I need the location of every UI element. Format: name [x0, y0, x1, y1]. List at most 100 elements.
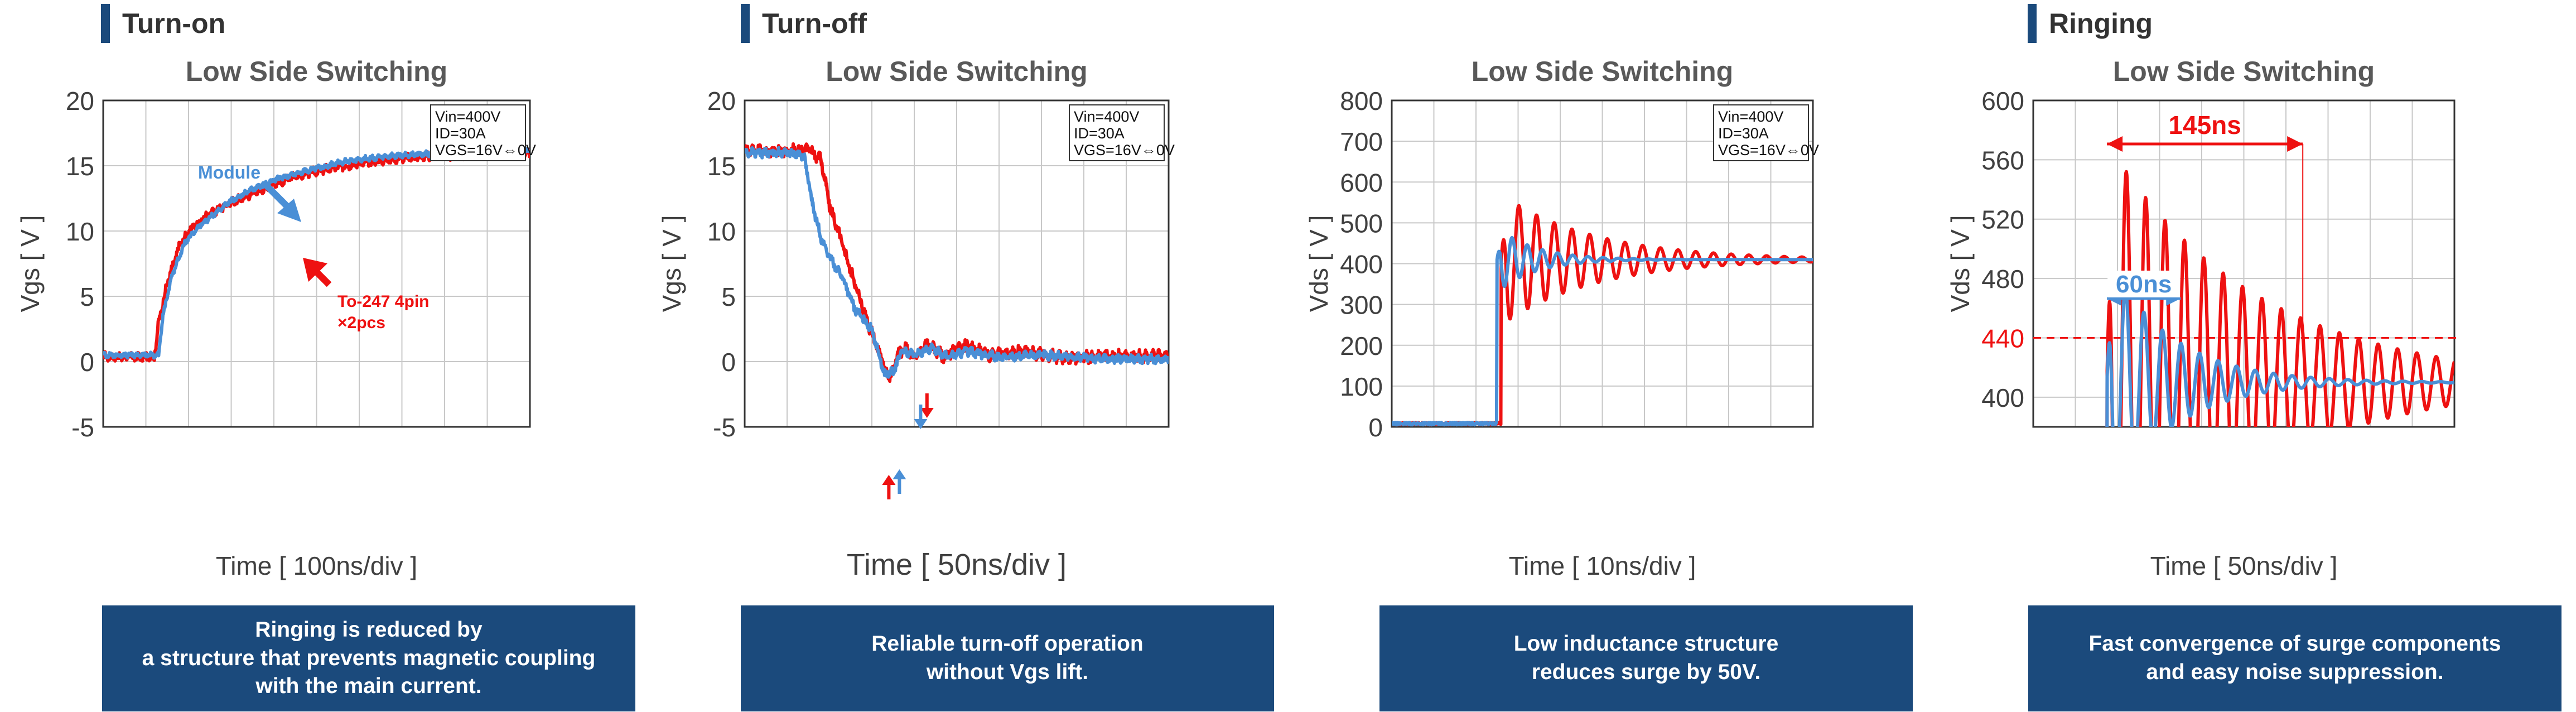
y-tick-label: 200 [1340, 331, 1383, 360]
y-tick-label: 10 [66, 217, 94, 246]
section-title: Turn-off [762, 8, 867, 39]
y-tick-label: 20 [66, 86, 94, 116]
plot-frame [1391, 99, 1814, 428]
dip-arrow-blue-head [893, 469, 906, 479]
reference-label: 440 [1981, 324, 2024, 353]
chart-title: Low Side Switching [1472, 56, 1733, 87]
section-title: Turn-on [122, 8, 226, 39]
conditions-text: VGS=16V⇔0V [435, 142, 536, 158]
x-axis-label: Time [ 50ns/div ] [847, 548, 1067, 581]
to247-label: To-247 4pin [337, 292, 429, 311]
span-145-label: 145ns [2168, 110, 2241, 139]
y-tick-label: 10 [707, 217, 736, 246]
y-tick-label: -5 [71, 413, 94, 442]
y-tick-label: 5 [80, 282, 94, 311]
lift-arrow-red-head [920, 408, 934, 418]
section-header: Turn-on [101, 3, 225, 44]
section-marker [101, 4, 110, 43]
module-arrowhead [277, 199, 301, 222]
chart-turn-on: Low Side Switching 20 15 10 5 0 -5 Time [ 100ns… [16, 56, 536, 580]
panel-turn-on: Turn-on Low Side Switching 20 15 10 5 0 -5 Time… [0, 0, 647, 712]
y-axis-label: Vds [ V ] [1304, 215, 1333, 312]
section-title: Ringing [2049, 8, 2153, 39]
panel-turn-off: Turn-off Low Side Switching 20 15 10 5 0 -5 Tim… [641, 0, 1289, 712]
y-tick-label: 0 [1368, 413, 1383, 442]
y-tick-label: 520 [1981, 205, 2024, 234]
to247-label-count: ×2pcs [337, 314, 385, 332]
y-tick-label: 400 [1981, 383, 2024, 412]
caption-box: Reliable turn-off operation without Vgs … [741, 605, 1274, 711]
section-marker [741, 4, 750, 43]
chart-turn-off: Low Side Switching 20 15 10 5 0 -5 Time [ 50ns/… [657, 56, 1175, 581]
caption-line: Ringing is reduced by [255, 617, 483, 642]
to247-arrowhead [303, 258, 327, 282]
plot-frame [2032, 99, 2456, 428]
caption-line: Fast convergence of surge components [2088, 632, 2501, 656]
span-60-label: 60ns [2116, 271, 2172, 298]
section-header: Turn-off [741, 3, 867, 44]
span-145-head-right [2287, 136, 2303, 152]
lift-arrow-blue-head [914, 419, 928, 429]
caption-box: Ringing is reduced by a structure that p… [102, 605, 635, 711]
y-tick-label: 500 [1340, 209, 1383, 238]
series-line-red [2105, 170, 2454, 427]
series-line-blue [2105, 286, 2454, 427]
chart-surge: Low Side Switching 800 700 600 500 400 300 200 1… [1304, 56, 1819, 580]
y-tick-label: 700 [1340, 127, 1383, 156]
y-axis-label: Vds [ V ] [1946, 215, 1975, 312]
reference-label-bg [1950, 322, 2023, 352]
chart-title: Low Side Switching [2113, 56, 2375, 87]
y-axis-label: Vgs [ V ] [657, 215, 686, 312]
conditions-box [430, 104, 526, 161]
y-tick-label: 100 [1340, 372, 1383, 401]
x-axis-label: Time [ 10ns/div ] [1509, 551, 1696, 580]
caption-line: Low inductance structure [1513, 632, 1779, 656]
caption-line: Reliable turn-off operation [871, 632, 1144, 656]
conditions-text: ID=30A [1718, 125, 1769, 142]
y-tick-label: 300 [1340, 291, 1383, 320]
conditions-box [1713, 104, 1809, 161]
section-marker [2028, 4, 2037, 43]
caption-line: without Vgs lift. [926, 660, 1089, 684]
panel-ringing: Ringing Low Side Switching 600 560 520 480 44… [1924, 0, 2576, 712]
y-tick-label: 600 [1981, 86, 2024, 116]
y-tick-label: 15 [66, 152, 94, 181]
chart-title: Low Side Switching [826, 56, 1087, 87]
conditions-box [1069, 104, 1165, 161]
conditions-text: Vin=400V [1718, 108, 1783, 125]
caption-box: Low inductance structure reduces surge b… [1379, 605, 1913, 711]
span-145-head-left [2107, 136, 2123, 152]
conditions-text: VGS=16V⇔0V [1718, 142, 1819, 158]
y-tick-label: 480 [1981, 264, 2024, 294]
plot-frame [102, 99, 531, 428]
y-tick-label: 400 [1340, 250, 1383, 279]
y-tick-label: 600 [1340, 168, 1383, 197]
caption-line: and easy noise suppression. [2146, 660, 2444, 684]
conditions-text: Vin=400V [1074, 108, 1139, 125]
y-tick-label: 5 [721, 282, 736, 311]
section-header: Ringing [2028, 3, 2153, 44]
module-label: Module [198, 162, 261, 182]
span-60-label-bg [2107, 271, 2181, 297]
x-axis-label: Time [ 50ns/div ] [2150, 551, 2338, 580]
conditions-text: VGS=16V⇔0V [1074, 142, 1175, 158]
dip-arrow-red-head [882, 475, 896, 485]
caption-line: with the main current. [255, 674, 482, 699]
series-line-blue [745, 146, 1169, 379]
y-tick-label: -5 [713, 413, 736, 442]
y-tick-label: 20 [707, 86, 736, 116]
caption-line: a structure that prevents magnetic coupl… [142, 646, 596, 670]
panel-surge: Low Side Switching 800 700 600 500 400 300 200 1… [1283, 0, 1930, 712]
x-axis-label: Time [ 100ns/div ] [216, 551, 417, 580]
conditions-text: ID=30A [1074, 125, 1125, 142]
series-line-blue [1392, 235, 1813, 427]
conditions-text: ID=30A [435, 125, 486, 142]
y-tick-label: 0 [80, 348, 94, 377]
chart-title: Low Side Switching [186, 56, 447, 87]
caption-line: reduces surge by 50V. [1531, 660, 1761, 684]
y-tick-label: 800 [1340, 86, 1383, 116]
plot-frame [744, 99, 1170, 428]
caption-box: Fast convergence of surge components and… [2028, 605, 2561, 711]
y-tick-label: 0 [721, 348, 736, 377]
y-tick-label: 560 [1981, 146, 2024, 175]
